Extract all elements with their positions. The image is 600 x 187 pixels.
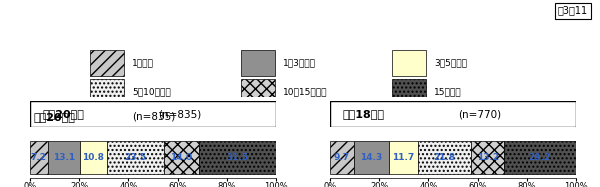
Text: 29.2: 29.2 [529, 153, 551, 162]
Text: 平成18年度: 平成18年度 [342, 109, 385, 119]
Bar [354, 141, 389, 174]
Text: 10.8: 10.8 [82, 153, 104, 162]
Text: 1年未満: 1年未満 [132, 59, 154, 68]
FancyBboxPatch shape [392, 79, 426, 105]
Bar [504, 141, 576, 174]
Text: 9.7: 9.7 [334, 153, 350, 162]
Bar [418, 141, 472, 174]
Text: 13.1: 13.1 [53, 153, 75, 162]
Bar [199, 141, 276, 174]
Text: (n=770): (n=770) [458, 109, 501, 119]
Text: 11.7: 11.7 [392, 153, 415, 162]
Text: 13.2: 13.2 [476, 153, 499, 162]
Text: 平成20年度: 平成20年度 [33, 112, 75, 122]
FancyBboxPatch shape [241, 50, 275, 76]
FancyBboxPatch shape [90, 79, 124, 105]
Bar [330, 141, 354, 174]
Text: 10～15年未満: 10～15年未満 [283, 88, 328, 96]
Bar [80, 141, 107, 174]
FancyBboxPatch shape [90, 50, 124, 76]
Bar [48, 141, 80, 174]
Text: 3～5年未満: 3～5年未満 [434, 59, 467, 68]
FancyBboxPatch shape [330, 101, 576, 127]
FancyBboxPatch shape [30, 101, 276, 127]
Text: 5～10年未満: 5～10年未満 [132, 88, 171, 96]
Text: 23.5: 23.5 [124, 153, 146, 162]
Text: (n=835): (n=835) [132, 112, 175, 122]
Text: 7.2: 7.2 [31, 153, 47, 162]
Text: 平成20年度: 平成20年度 [42, 109, 84, 119]
FancyBboxPatch shape [241, 79, 275, 105]
Text: 1～3年未満: 1～3年未満 [283, 59, 316, 68]
Text: 31.5: 31.5 [226, 153, 248, 162]
Bar [107, 141, 164, 174]
Text: 15年以上: 15年以上 [434, 88, 462, 96]
Bar [472, 141, 504, 174]
Text: 21.8: 21.8 [434, 153, 455, 162]
FancyBboxPatch shape [392, 50, 426, 76]
Bar [164, 141, 199, 174]
Bar [389, 141, 418, 174]
Bar [30, 141, 48, 174]
Text: (n=835): (n=835) [158, 109, 201, 119]
Text: 14.3: 14.3 [361, 153, 383, 162]
Text: 図3－11: 図3－11 [558, 6, 588, 16]
Text: 14.0: 14.0 [170, 153, 193, 162]
